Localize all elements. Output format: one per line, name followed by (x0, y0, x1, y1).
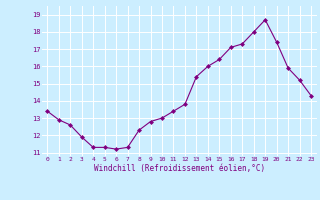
X-axis label: Windchill (Refroidissement éolien,°C): Windchill (Refroidissement éolien,°C) (94, 164, 265, 173)
